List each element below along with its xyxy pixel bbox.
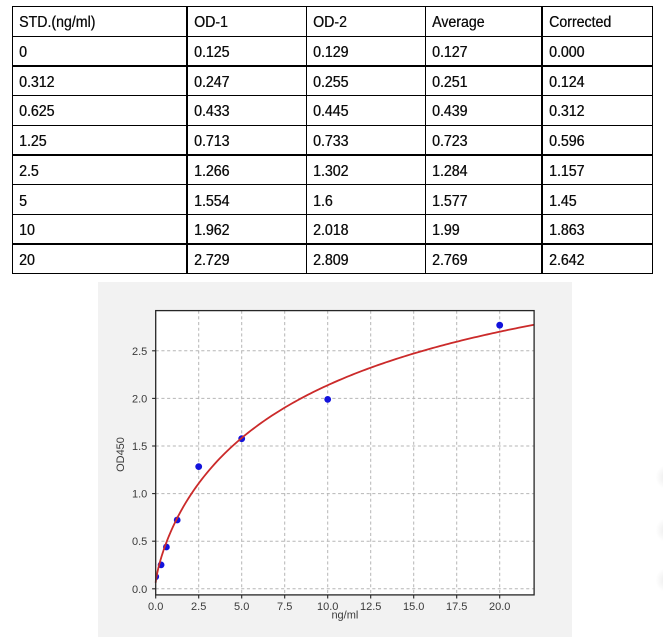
svg-text:0.5: 0.5 (132, 536, 147, 548)
svg-text:0.0: 0.0 (148, 600, 163, 612)
svg-text:5.0: 5.0 (234, 600, 249, 612)
svg-text:0.0: 0.0 (132, 583, 147, 595)
svg-text:1.5: 1.5 (132, 441, 147, 453)
svg-text:12.5: 12.5 (360, 600, 381, 612)
svg-text:2.5: 2.5 (132, 345, 147, 357)
svg-text:17.5: 17.5 (446, 600, 467, 612)
svg-text:2.5: 2.5 (191, 600, 206, 612)
svg-text:ng/ml: ng/ml (331, 609, 358, 621)
svg-text:7.5: 7.5 (277, 600, 292, 612)
svg-text:1.0: 1.0 (132, 488, 147, 500)
svg-text:OD450: OD450 (115, 437, 127, 472)
svg-text:10.0: 10.0 (317, 600, 338, 612)
svg-text:15.0: 15.0 (403, 600, 424, 612)
svg-text:2.0: 2.0 (132, 393, 147, 405)
svg-text:20.0: 20.0 (489, 600, 510, 612)
